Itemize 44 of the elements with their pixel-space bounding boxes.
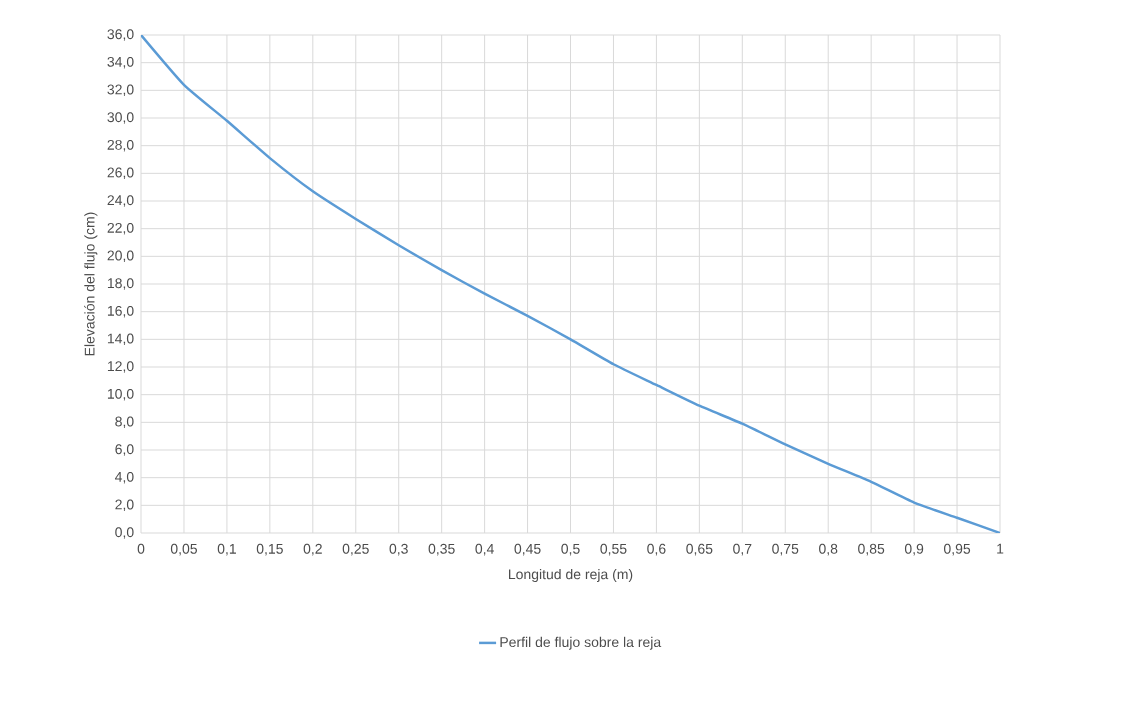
y-tick-label: 10,0 (107, 388, 134, 401)
y-tick-label: 8,0 (115, 416, 134, 429)
y-tick-label: 24,0 (107, 195, 134, 207)
x-axis-title: Longitud de reja (m) (509, 568, 633, 583)
y-tick-label: 12,0 (107, 361, 134, 373)
x-tick-label: 0,2 (303, 543, 322, 556)
x-tick-label: 0,6 (647, 543, 666, 556)
y-tick-label: 20,0 (107, 250, 134, 263)
y-tick-label: 6,0 (115, 444, 134, 456)
line-series (141, 35, 1001, 533)
y-axis-title: Elevación del flujo (cm) (84, 212, 98, 356)
y-tick-label: 34,0 (107, 56, 134, 69)
x-tick-label: 0,8 (819, 543, 838, 556)
y-tick-label: 30,0 (107, 112, 134, 124)
x-tick-label: 0,3 (389, 543, 408, 556)
x-tick-label: 0,4 (475, 543, 494, 556)
x-tick-label: 0,15 (256, 543, 283, 556)
y-tick-label: 14,0 (107, 333, 134, 346)
x-tick-label: 0,35 (428, 543, 455, 556)
x-tick-label: 0,95 (943, 543, 971, 556)
x-tick-label: 0,5 (561, 543, 580, 556)
x-tick-label: 1 (997, 543, 1004, 554)
y-tick-label: 18,0 (107, 278, 134, 290)
x-tick-label: 0,7 (733, 543, 752, 556)
y-tick-label: 22,0 (107, 222, 134, 235)
y-tick-label: 32,0 (107, 84, 134, 97)
legend-label: Perfil de flujo sobre la reja (500, 636, 662, 650)
y-tick-label: 2,0 (115, 499, 134, 512)
y-tick-label: 36,0 (107, 29, 134, 41)
x-tick-label: 0,55 (600, 543, 627, 556)
x-tick-label: 0,25 (342, 543, 369, 556)
x-tick-label: 0 (137, 543, 145, 554)
y-tick-label: 26,0 (107, 167, 134, 180)
x-tick-label: 0,45 (514, 543, 541, 556)
y-tick-label: 28,0 (107, 139, 134, 152)
y-tick-label: 4,0 (115, 471, 134, 484)
x-tick-label: 0,85 (858, 543, 885, 556)
x-tick-label: 0,75 (772, 543, 799, 556)
x-tick-label: 0,9 (904, 543, 924, 556)
x-tick-label: 0,65 (686, 543, 713, 556)
y-tick-label: 16,0 (107, 305, 134, 318)
x-tick-label: 0,05 (170, 543, 197, 556)
y-tick-label: 0,0 (115, 527, 134, 539)
x-tick-label: 0,1 (217, 543, 236, 556)
